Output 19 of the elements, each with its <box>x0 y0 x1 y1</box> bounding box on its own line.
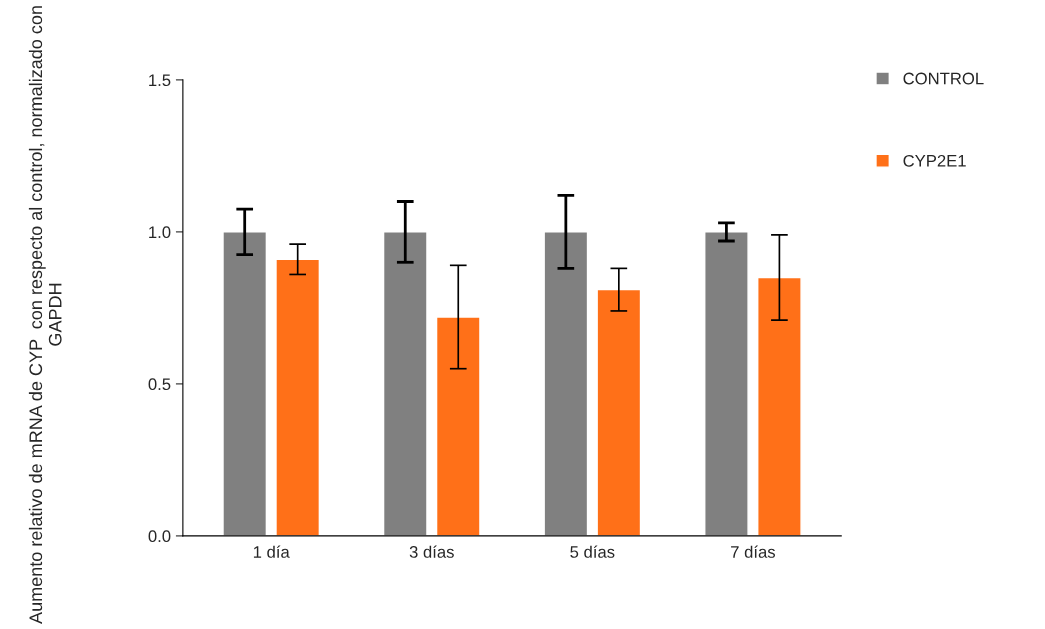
bar <box>704 231 749 536</box>
y-tick-label: 0.0 <box>148 530 171 543</box>
bar <box>382 231 428 536</box>
bar <box>275 258 321 536</box>
x-tick-label: 1 día <box>253 545 290 558</box>
x-tick-label: 5 días <box>570 545 615 558</box>
bar <box>757 276 802 536</box>
legend-label: CYP2E1 <box>903 154 966 167</box>
legend-label: CONTROL <box>903 72 984 85</box>
bar <box>435 316 481 536</box>
x-tick-label: 7 días <box>731 545 776 558</box>
bar <box>222 231 268 536</box>
bar <box>596 288 642 536</box>
bar <box>543 231 589 536</box>
y-tick-label: 0.5 <box>148 378 171 391</box>
y-axis-title: Aumento relativo de mRNA de CYP con respecto al control, normalizado con GAPDH <box>28 6 62 624</box>
y-tick-label: 1.0 <box>149 226 171 239</box>
x-tick-label: 3 días <box>409 545 454 558</box>
y-tick-label: 1.5 <box>149 74 171 87</box>
